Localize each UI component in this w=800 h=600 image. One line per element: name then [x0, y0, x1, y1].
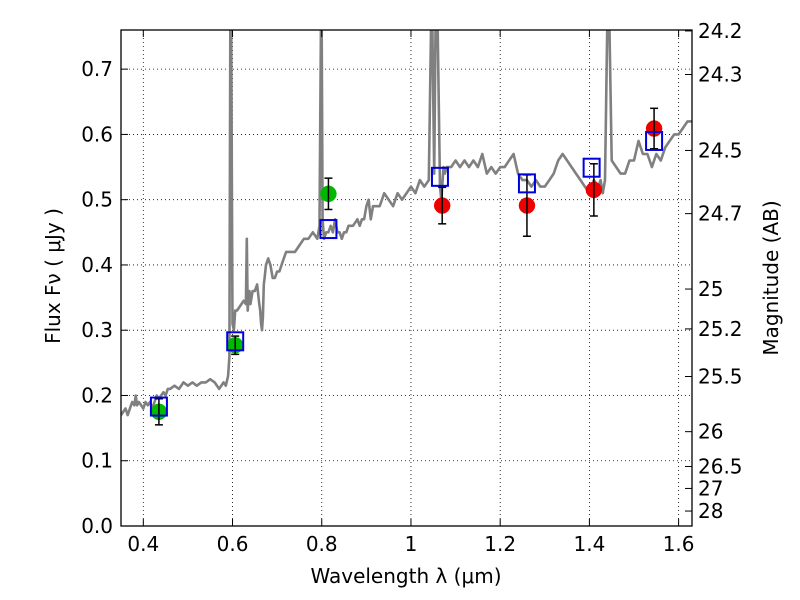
y-tick-label: 0.3 [81, 318, 113, 342]
y2-tick-label: 28 [698, 499, 723, 523]
x-tick-label: 0.6 [217, 532, 249, 556]
y2-tick-label: 24.3 [698, 62, 743, 86]
x-axis-label: Wavelength λ (μm) [310, 564, 501, 588]
plot-frame [120, 29, 693, 527]
y2-tick-label: 24.5 [698, 138, 743, 162]
data-markers [149, 107, 664, 426]
model-spectrum [121, 30, 692, 417]
y-tick-label: 0.6 [81, 122, 113, 146]
y-tick-label: 0.4 [81, 253, 113, 277]
axes: 0.4 0.6 0.8 1 1.2 1.4 1.6 0.0 0.1 0.2 0.3 0.4 0.5 0.6… [81, 19, 742, 556]
y-tick-label: 0.5 [81, 188, 113, 212]
model-photometry-marker [645, 130, 664, 151]
y2-tick-label: 25.5 [698, 364, 743, 388]
x-tick-label: 1.6 [663, 532, 695, 556]
y2-axis-label: Magnitude (AB) [759, 200, 783, 355]
y-tick-label: 0.1 [81, 449, 113, 473]
y2-tick-label: 25 [698, 277, 723, 301]
model-photometry-marker [582, 157, 601, 178]
model-photometry-marker [430, 166, 449, 187]
model-photometry-marker [226, 331, 245, 352]
x-tick-label: 1.4 [573, 532, 605, 556]
y2-tick-label: 25.2 [698, 317, 743, 341]
y2-tick-label: 24.2 [698, 19, 743, 43]
x-tick-label: 1.2 [484, 532, 516, 556]
x-tick-label: 1 [405, 532, 418, 556]
x-tick-label: 0.4 [127, 532, 159, 556]
y2-tick-label: 24.7 [698, 202, 743, 226]
x-tick-label: 0.8 [306, 532, 338, 556]
model-sed-line [121, 30, 692, 417]
y-tick-label: 0.0 [81, 514, 113, 538]
y-axis-label: Flux Fν ( μJy ) [41, 208, 65, 344]
y2-tick-label: 27 [698, 476, 723, 500]
model-photometry-marker [149, 396, 168, 417]
model-photometry-marker [517, 173, 536, 194]
y-tick-label: 0.2 [81, 383, 113, 407]
y2-tick-label: 26 [698, 420, 723, 444]
model-photometry-marker [319, 219, 338, 240]
y-tick-label: 0.7 [81, 57, 113, 81]
y2-tick-label: 26.5 [698, 454, 743, 478]
